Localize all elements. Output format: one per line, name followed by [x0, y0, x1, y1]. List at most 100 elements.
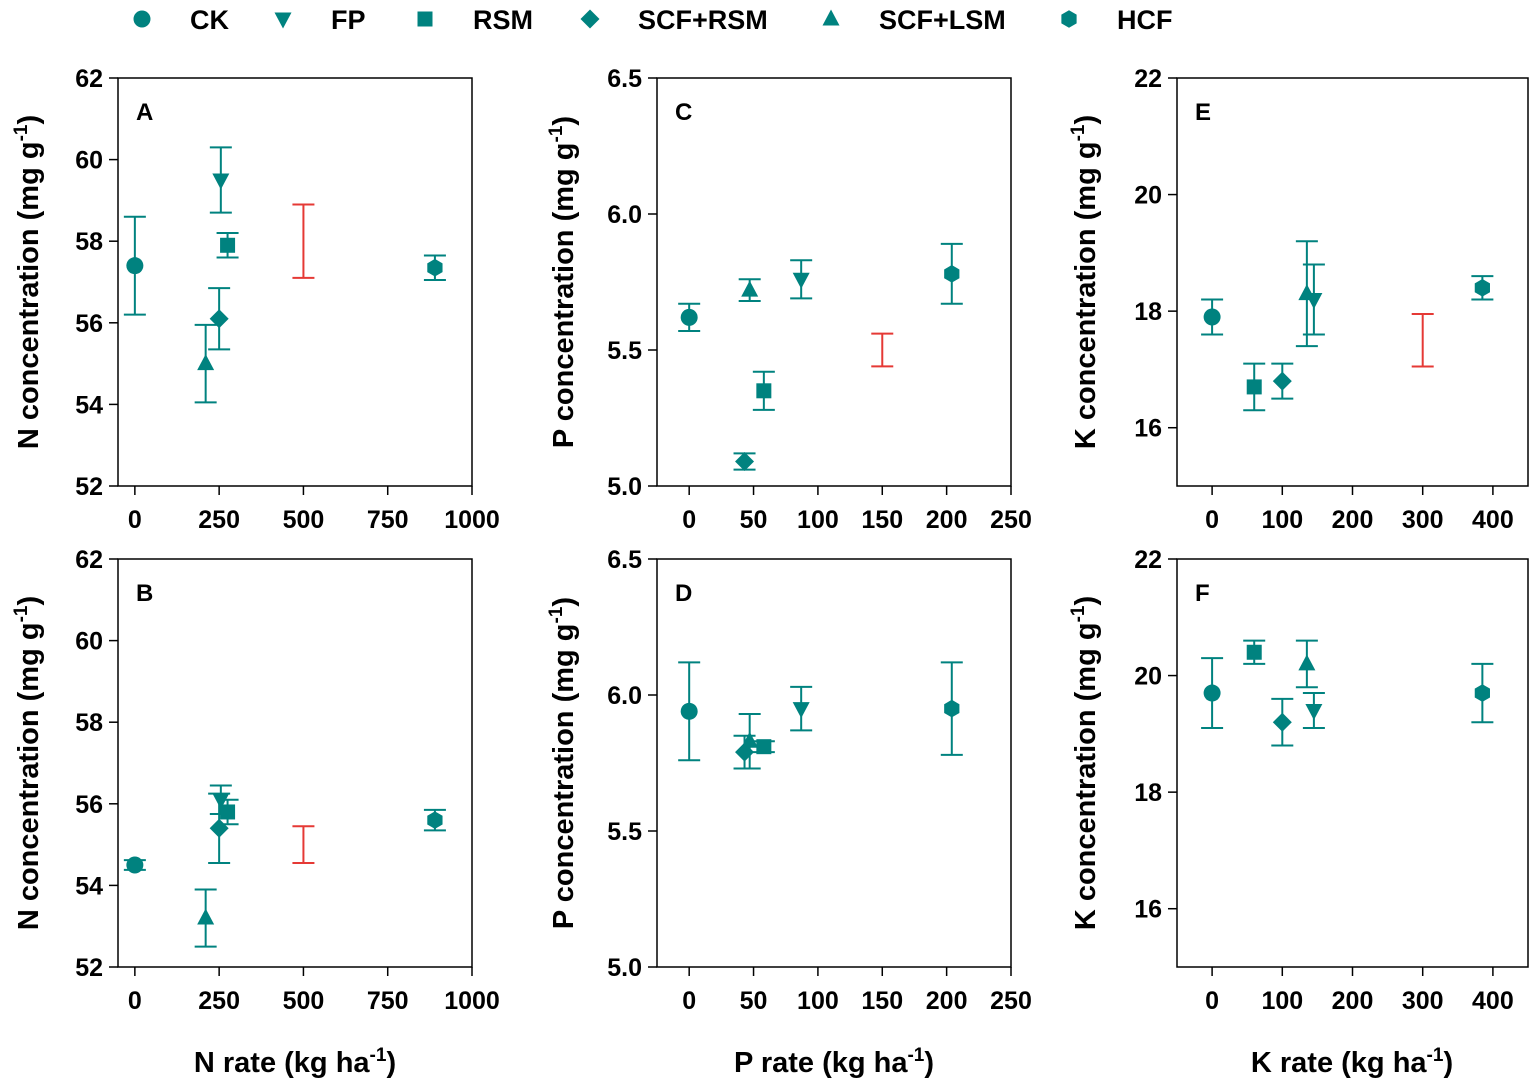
y-tick-label: 60 — [75, 147, 103, 175]
point-marker-triangle-up — [197, 908, 215, 925]
data-point-hcf — [1471, 275, 1494, 301]
panel-b: B 52 54 56 58 60 62 0 250 500 750 1000 N concentrati… — [11, 546, 500, 1015]
x-tick-label: 0 — [1205, 987, 1219, 1015]
y-tick-label: 22 — [1134, 65, 1162, 93]
x-tick-label: 200 — [926, 506, 968, 534]
legend-item-hcf: HCF — [1061, 5, 1173, 35]
data-point-ck — [678, 302, 701, 332]
y-tick-label: 22 — [1134, 546, 1162, 574]
y-tick-label: 58 — [75, 709, 103, 737]
y-tick-label: 18 — [1134, 779, 1162, 807]
x-axis-title-tail: ) — [924, 1047, 934, 1079]
data-point-fp — [209, 146, 232, 214]
plot-frame — [656, 77, 1012, 487]
legend: CK FP RSM SCF+RSM SCF+LSM HCF — [133, 5, 1173, 35]
y-tick-label: 20 — [1134, 663, 1162, 691]
panel-letter: B — [136, 580, 153, 607]
legend-item-fp: FP — [274, 5, 366, 35]
x-tick-label: 200 — [926, 987, 968, 1015]
y-axis-title: P concentration (mg g-1) — [546, 597, 580, 929]
data-point-scf-rsm — [208, 792, 231, 864]
panel-d: D 5.0 5.5 6.0 6.5 0 50 100 150 200 250 P concentrat… — [546, 546, 1032, 1015]
point-marker-square — [220, 804, 236, 820]
x-tick-label: 100 — [1261, 987, 1303, 1015]
point-marker-triangle-down — [792, 702, 810, 719]
y-tick-label: 56 — [75, 791, 103, 819]
lsd-bar — [292, 825, 315, 864]
legend-marker-circle — [133, 10, 151, 28]
x-tick-label: 300 — [1402, 987, 1444, 1015]
point-marker-diamond — [209, 309, 229, 329]
point-marker-circle — [126, 856, 144, 874]
y-tick-label: 6.0 — [607, 682, 642, 710]
data-point-ck — [678, 661, 701, 762]
y-axis-title-tail: ) — [1070, 115, 1102, 125]
data-point-scf-rsm — [1271, 362, 1294, 400]
point-marker-diamond — [1272, 371, 1292, 391]
data-point-rsm — [1243, 362, 1266, 412]
plot-frame — [656, 558, 1012, 968]
point-marker-circle — [1203, 684, 1221, 702]
data-point-ck — [123, 856, 146, 874]
y-tick-label: 56 — [75, 310, 103, 338]
y-axis-title-main: P concentration (mg g — [548, 623, 580, 929]
y-tick-label: 52 — [75, 954, 103, 982]
panel-f: F 16 18 20 22 0 100 200 300 400 K concentration (m… — [1068, 546, 1529, 1015]
data-point-ck — [123, 215, 146, 316]
x-tick-label: 750 — [367, 987, 409, 1015]
x-tick-label: 100 — [1261, 506, 1303, 534]
panel-a: A 52 54 56 58 60 62 0 250 500 750 1000 N concentrati… — [11, 65, 500, 534]
plot-frame — [1176, 77, 1529, 487]
data-point-hcf — [423, 254, 446, 281]
x-axis-title-k: K rate (kg ha-1) — [1251, 1045, 1453, 1079]
x-tick-label: 150 — [861, 987, 903, 1015]
y-tick-label: 62 — [75, 546, 103, 574]
data-point-rsm — [752, 739, 775, 755]
x-tick-label: 100 — [797, 506, 839, 534]
point-marker-circle — [680, 308, 698, 326]
data-point-rsm — [1243, 639, 1266, 665]
point-marker-circle — [1203, 308, 1221, 326]
y-axis-title-tail: ) — [1070, 596, 1102, 606]
legend-marker-hexagon — [1061, 10, 1077, 28]
y-axis-title-main: K concentration (mg g — [1070, 622, 1102, 930]
panel-letter: A — [136, 99, 153, 126]
x-tick-label: 200 — [1332, 506, 1374, 534]
x-tick-label: 150 — [861, 506, 903, 534]
point-marker-hexagon — [944, 265, 960, 283]
x-tick-label: 250 — [990, 506, 1032, 534]
x-tick-label: 50 — [740, 506, 768, 534]
point-marker-triangle-up — [741, 731, 759, 748]
y-axis-title-sup: -1 — [1068, 605, 1089, 622]
data-point-fp — [1302, 692, 1325, 730]
x-tick-label: 1000 — [444, 506, 500, 534]
point-marker-hexagon — [427, 258, 443, 277]
panel-letter: E — [1195, 99, 1211, 126]
y-axis-title: K concentration (mg g-1) — [1068, 115, 1102, 449]
y-axis-title-sup: -1 — [1068, 124, 1089, 141]
y-tick-label: 52 — [75, 473, 103, 501]
y-axis-title: P concentration (mg g-1) — [546, 116, 580, 448]
legend-label: SCF+LSM — [879, 5, 1006, 35]
y-axis-title-tail: ) — [13, 596, 45, 606]
data-point-scf-rsm — [733, 452, 756, 472]
x-tick-label: 1000 — [444, 987, 500, 1015]
y-axis-title-sup: -1 — [546, 606, 567, 623]
panel-c: C 5.0 5.5 6.0 6.5 0 50 100 150 200 250 P concentrat… — [546, 65, 1032, 534]
data-point-ck — [1201, 298, 1224, 336]
data-point-scf-lsm — [738, 713, 761, 770]
data-point-scf-lsm — [1295, 639, 1318, 689]
data-point-scf-rsm — [1271, 697, 1294, 747]
legend-label: HCF — [1117, 5, 1173, 35]
legend-marker-square — [417, 11, 433, 27]
y-tick-label: 6.5 — [607, 65, 642, 93]
x-axis-title-sup: -1 — [1427, 1045, 1444, 1066]
x-axis-title-sup: -1 — [370, 1045, 387, 1066]
y-tick-label: 58 — [75, 228, 103, 256]
x-tick-label: 0 — [1205, 506, 1219, 534]
point-marker-diamond — [735, 452, 755, 472]
x-axis-title-tail: ) — [1443, 1047, 1453, 1079]
point-marker-hexagon — [1474, 684, 1490, 702]
y-tick-label: 20 — [1134, 182, 1162, 210]
